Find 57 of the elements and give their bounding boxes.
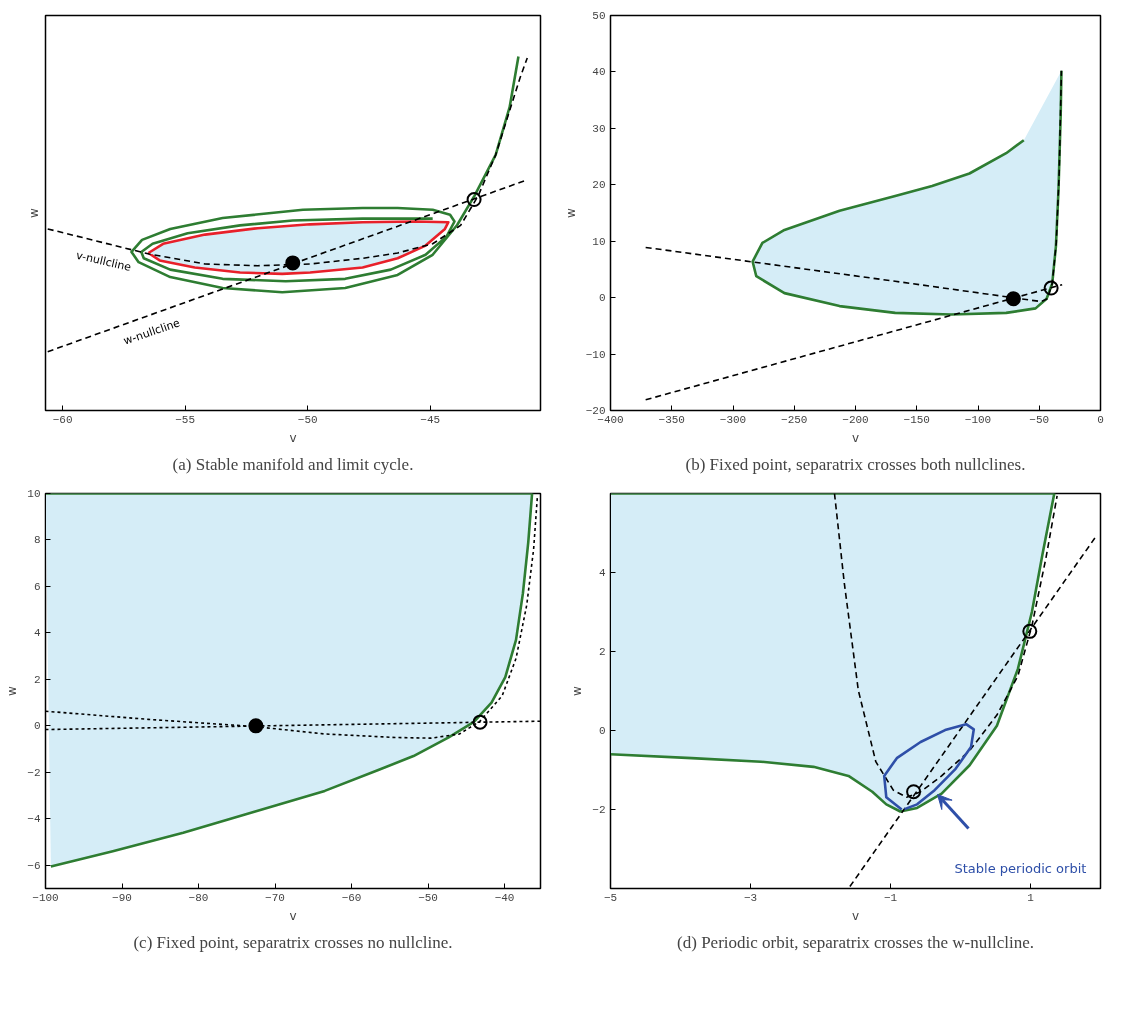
y-tick-label: −4 xyxy=(27,813,41,826)
x-axis-title: v xyxy=(851,908,860,923)
x-tick-label: −50 xyxy=(418,891,438,904)
x-axis-title: v xyxy=(289,908,297,923)
x-tick-label: −80 xyxy=(188,891,209,904)
x-tick-label: −55 xyxy=(175,413,196,426)
x-tick-label: −1 xyxy=(883,891,898,904)
y-tick-label: 10 xyxy=(592,235,606,248)
annotation: Stable periodic orbit xyxy=(954,861,1087,876)
y-tick-label: 40 xyxy=(592,66,606,79)
y-tick-label: 6 xyxy=(33,580,41,593)
x-axis-title: v xyxy=(289,430,297,445)
y-axis-title: w xyxy=(570,685,585,696)
x-tick-label: −3 xyxy=(743,891,758,904)
x-tick-label: −300 xyxy=(719,413,747,426)
x-tick-label: −50 xyxy=(297,413,318,426)
x-tick-label: −70 xyxy=(265,891,285,904)
y-axis-title: w xyxy=(26,207,41,218)
x-tick-label: −100 xyxy=(964,413,992,426)
y-axis-title: w xyxy=(5,685,20,696)
y-tick-label: 10 xyxy=(27,488,41,500)
x-tick-label: −40 xyxy=(494,891,515,904)
y-tick-label: 2 xyxy=(33,673,41,686)
x-tick-label: −50 xyxy=(1029,413,1050,426)
x-tick-label: −5 xyxy=(603,891,618,904)
x-tick-label: −250 xyxy=(781,413,808,426)
text: (c) Fixed point, separatrix crosses no nullcline. xyxy=(133,932,453,952)
text: (d) Periodic orbit, separatrix crosses the w-nullcline. xyxy=(677,932,1034,952)
y-tick-label: −2 xyxy=(27,766,41,779)
x-tick-label: −45 xyxy=(420,413,441,426)
x-tick-label: 0 xyxy=(1097,413,1104,426)
annotation: v-nullcline xyxy=(74,248,133,275)
text: (a) Stable manifold and limit cycle. xyxy=(172,454,414,474)
x-tick-label: −350 xyxy=(658,413,685,426)
y-tick-label: −10 xyxy=(585,348,606,361)
y-tick-label: 0 xyxy=(598,725,606,737)
y-tick-label: 50 xyxy=(592,10,606,22)
x-tick-label: 1 xyxy=(1027,891,1035,904)
x-axis-title: v xyxy=(851,430,860,445)
y-tick-label: 0 xyxy=(598,292,606,305)
y-tick-label: 4 xyxy=(33,627,41,640)
x-tick-label: −100 xyxy=(32,891,59,904)
y-tick-label: 2 xyxy=(598,646,606,658)
y-axis-title: w xyxy=(563,207,578,218)
x-tick-label: −90 xyxy=(112,891,132,904)
text: (b) Fixed point, separatrix crosses both nullclines. xyxy=(685,454,1026,474)
y-tick-label: −6 xyxy=(27,859,41,872)
y-tick-label: −2 xyxy=(592,804,606,816)
x-tick-label: −200 xyxy=(842,413,869,426)
y-tick-label: 0 xyxy=(33,720,41,733)
x-tick-label: −150 xyxy=(903,413,930,426)
x-tick-label: −60 xyxy=(341,891,362,904)
y-tick-label: 4 xyxy=(598,567,606,579)
y-tick-label: 20 xyxy=(592,179,606,192)
y-tick-label: 8 xyxy=(33,534,41,547)
y-tick-label: 30 xyxy=(592,122,606,135)
x-tick-label: −60 xyxy=(52,413,73,426)
